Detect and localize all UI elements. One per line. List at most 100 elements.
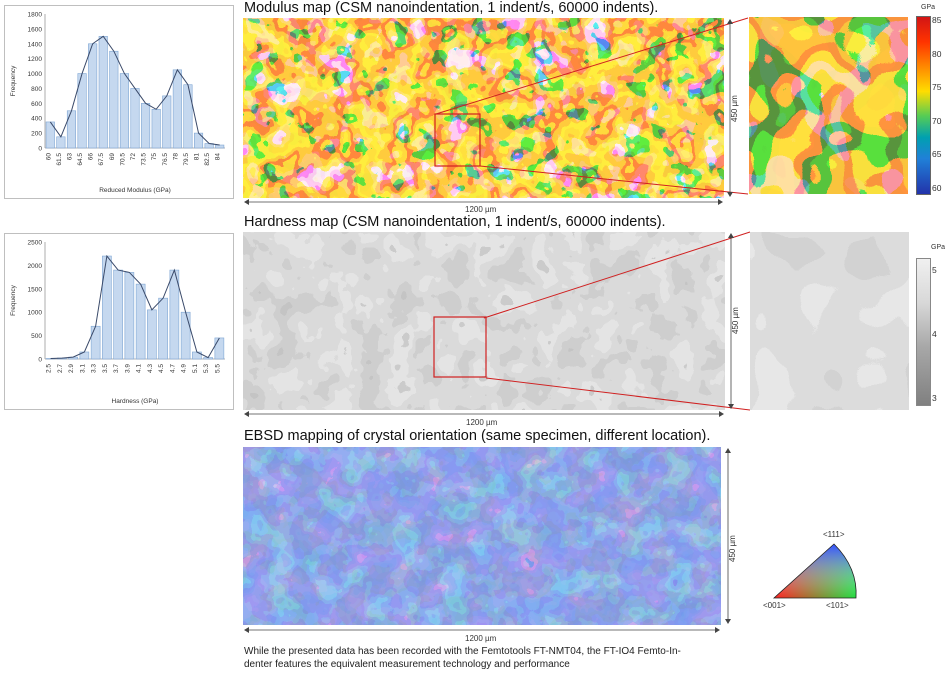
modulus-histogram-x-tick-label: 76.5 [162,153,169,166]
modulus-histogram-y-tick-label: 1800 [28,12,43,19]
ipf-label-111: <111> [823,530,845,539]
ebsd-map[interactable] [243,447,721,625]
modulus-histogram-x-tick-label: 60 [45,153,52,161]
modulus-histogram-bar [172,69,182,149]
modulus-map-title: Modulus map (CSM nanoindentation, 1 inde… [244,0,659,16]
ebsd-width-label: 1200 µm [465,634,497,643]
hardness-histogram-bar [214,337,225,360]
modulus-zoom-box [434,113,481,167]
hardness-histogram-x-tick-label: 3.9 [124,364,131,373]
modulus-histogram-x-axis-label: Reduced Modulus (GPa) [99,187,171,194]
hardness-histogram-x-tick-label: 3.3 [91,364,98,373]
hardness-histogram: 2500 2000 1500 1000 500 0 2.5 2.7 2.9 3.1 3.3 3.5 3.… [10,240,225,405]
modulus-colorbar-tick: 85 [932,15,942,25]
modulus-histogram-x-tick-label: 72 [130,153,137,161]
modulus-histogram-x-tick-label: 70.5 [119,153,126,166]
hardness-width-arrow [244,411,724,417]
hardness-colorbar-tick: 4 [932,329,937,339]
hardness-colorbar-tick: 3 [932,393,937,403]
hardness-histogram-bar [113,269,123,360]
hardness-histogram-x-tick-label: 5.5 [214,364,221,373]
footer-note: While the presented data has been record… [244,645,744,671]
modulus-histogram-envelope-line [49,35,220,146]
hardness-histogram-y-tick-label: 1500 [28,286,43,293]
modulus-histogram-bar [119,73,129,149]
hardness-histogram-bar [180,311,191,360]
ipf-label-101: <101> [826,601,849,610]
modulus-height-label: 450 µm [730,95,739,122]
modulus-histogram-y-tick-label: 1000 [28,71,43,78]
modulus-histogram-y-tick-label: 800 [31,86,42,93]
modulus-histogram-bar [88,43,98,149]
hardness-histogram-x-tick-label: 4.3 [147,364,154,373]
footer-line-2: denter features the equivalent measureme… [244,659,570,670]
hardness-map[interactable] [243,232,725,410]
hardness-histogram-y-tick-label: 2000 [28,263,43,270]
hardness-colorbar [916,258,931,406]
modulus-colorbar-tick: 60 [932,183,942,193]
ebsd-height-arrow [725,448,731,624]
modulus-histogram-bar [56,136,66,149]
modulus-histogram-y-tick-label: 0 [38,146,42,153]
hardness-histogram-x-tick-label: 2.7 [57,364,64,373]
modulus-colorbar-tick: 70 [932,115,942,126]
modulus-colorbar-tick: 75 [932,82,942,93]
modulus-histogram-y-tick-label: 1600 [28,26,43,33]
modulus-histogram-y-tick-label: 1400 [28,41,43,48]
hardness-histogram-y-tick-label: 1000 [28,310,43,317]
modulus-histogram-x-tick-label: 66 [88,153,95,161]
modulus-histogram-panel: 1800 1600 1400 1200 1000 800 600 400 200 0 60 61.5 6… [4,5,234,199]
modulus-colorbar-tick: 65 [932,149,942,160]
modulus-histogram-bar [66,110,77,149]
ipf-label-001: <001> [763,601,786,610]
hardness-histogram-x-tick-label: 2.9 [68,364,75,373]
modulus-histogram-bar [162,95,172,149]
modulus-histogram-y-axis-label: Frequency [10,65,17,96]
hardness-width-label: 1200 µm [466,418,498,427]
modulus-histogram-y-tick-label: 200 [31,131,42,138]
modulus-map[interactable] [243,18,724,198]
hardness-histogram-x-axis-label: Hardness (GPa) [112,398,159,405]
hardness-histogram-bar [158,297,168,360]
hardness-histogram-y-tick-label: 500 [31,333,42,340]
hardness-histogram-x-tick-label: 5.3 [203,364,210,373]
hardness-histogram-y-axis-label: Frequency [10,284,17,315]
hardness-histogram-x-tick-label: 4.7 [169,364,176,373]
hardness-histogram-x-tick-label: 3.5 [102,364,109,373]
ipf-legend-triangle [772,543,857,599]
hardness-height-arrow [728,233,734,409]
footer-line-1: While the presented data has been record… [244,646,681,657]
modulus-histogram-bar [109,50,119,149]
hardness-histogram-bar [147,309,157,360]
hardness-histogram-x-tick-label: 5.1 [192,364,199,373]
hardness-zoom-panel[interactable] [750,232,909,410]
modulus-histogram-bar [98,36,108,149]
modulus-zoom-panel[interactable] [749,17,908,194]
ebsd-width-arrow [244,627,720,633]
ebsd-map-title: EBSD mapping of crystal orientation (sam… [244,428,711,444]
hardness-height-label: 450 µm [731,307,740,334]
hardness-zoom-box [433,316,487,378]
modulus-histogram-x-tick-label: 64.5 [77,153,84,166]
hardness-histogram-x-tick-label: 4.5 [158,364,165,373]
modulus-histogram-x-tick-label: 84 [215,153,222,161]
hardness-histogram-bar [135,283,146,360]
modulus-histogram-bar [151,108,161,149]
modulus-width-label: 1200 µm [465,205,497,214]
modulus-histogram-x-tick-label: 61.5 [56,153,63,166]
modulus-histogram-x-tick-label: 82.5 [204,153,211,166]
hardness-histogram-panel: 2500 2000 1500 1000 500 0 2.5 2.7 2.9 3.1 3.3 3.5 3.… [4,233,234,410]
hardness-histogram-bar [102,255,112,360]
hardness-histogram-x-tick-label: 3.7 [113,364,120,373]
hardness-histogram-x-tick-label: 2.5 [46,364,53,373]
modulus-zoom-lines [435,17,749,195]
hardness-colorbar-tick: 5 [932,265,937,275]
hardness-histogram-x-tick-label: 4.1 [136,364,143,373]
modulus-histogram-y-tick-label: 400 [31,116,42,123]
modulus-colorbar-tick: 80 [932,48,942,59]
hardness-histogram-bar [90,325,101,360]
modulus-histogram-y-tick-label: 1200 [28,56,43,63]
hardness-histogram-x-tick-label: 4.9 [181,364,188,373]
modulus-histogram-x-tick-label: 67.5 [98,153,105,166]
modulus-colorbar [916,16,931,195]
